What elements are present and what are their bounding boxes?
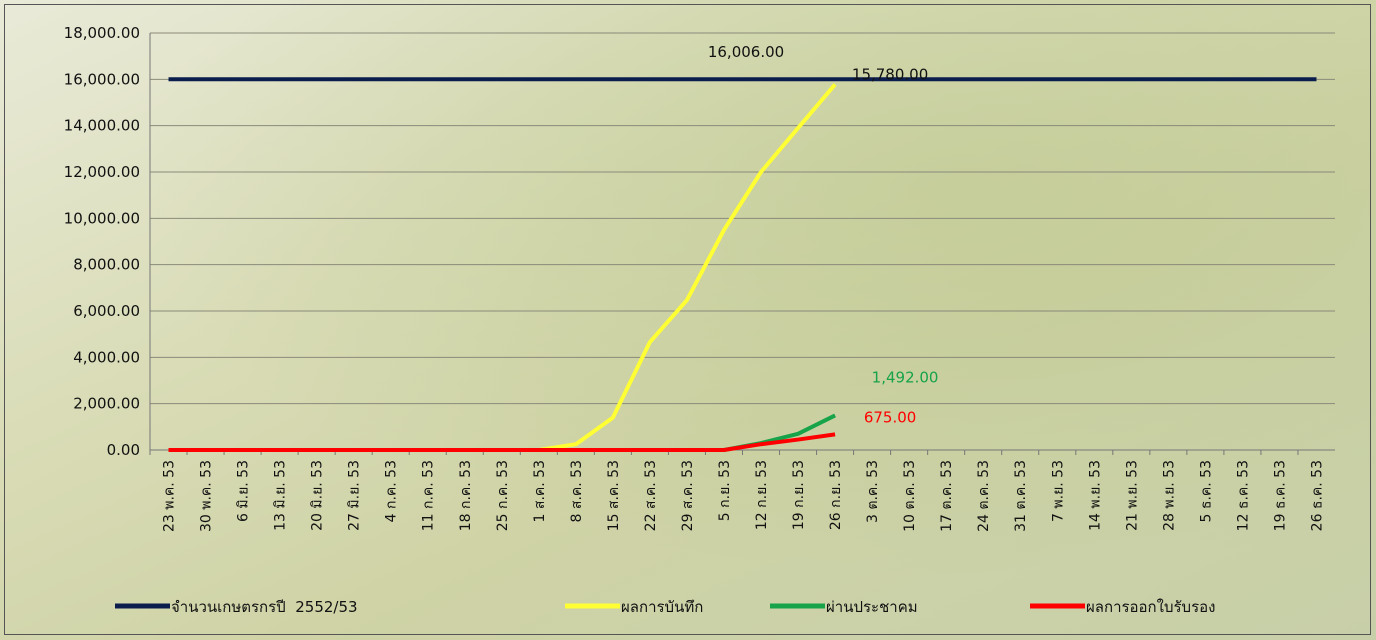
x-tick-label: 18 ก.ค. 53	[458, 460, 474, 531]
x-tick-label: 7 พ.ย. 53	[1050, 460, 1066, 522]
data-label: 15,780.00	[852, 65, 928, 83]
x-tick-label: 10 ต.ค. 53	[902, 460, 918, 532]
x-tick-label: 31 ต.ค. 53	[1013, 460, 1029, 532]
data-label: 16,006.00	[708, 43, 784, 61]
x-tick-label: 12 ก.ย. 53	[754, 460, 770, 530]
x-tick-label: 25 ก.ค. 53	[495, 460, 511, 531]
legend-label: ผ่านประชาคม	[826, 598, 918, 616]
data-label: 1,492.00	[872, 368, 939, 386]
y-tick-label: 18,000.00	[64, 24, 140, 42]
x-tick-label: 23 พ.ค. 53	[162, 460, 178, 532]
data-label: 675.00	[864, 408, 917, 426]
x-tick-label: 30 พ.ค. 53	[199, 460, 215, 532]
x-tick-label: 8 ส.ค. 53	[569, 460, 585, 522]
y-tick-label: 14,000.00	[64, 117, 140, 135]
x-tick-label: 11 ก.ค. 53	[421, 460, 437, 531]
series-line	[168, 432, 836, 452]
x-tick-label: 14 พ.ย. 53	[1087, 460, 1103, 531]
x-tick-label: 5 ก.ย. 53	[717, 460, 733, 521]
x-tick-label: 26 ธ.ค. 53	[1309, 460, 1325, 531]
y-tick-label: 12,000.00	[64, 163, 140, 181]
x-tick-label: 3 ต.ค. 53	[865, 460, 881, 523]
x-tick-label: 15 ส.ค. 53	[606, 460, 622, 531]
x-tick-label: 12 ธ.ค. 53	[1235, 460, 1251, 531]
x-tick-label: 29 ส.ค. 53	[680, 460, 696, 531]
y-tick-label: 16,000.00	[64, 70, 140, 88]
y-tick-label: 8,000.00	[73, 256, 140, 274]
chart-border	[4, 4, 1371, 635]
x-tick-label: 1 ส.ค. 53	[532, 460, 548, 522]
x-tick-label: 5 ธ.ค. 53	[1198, 460, 1214, 522]
x-tick-label: 22 ส.ค. 53	[643, 460, 659, 531]
y-tick-label: 10,000.00	[64, 209, 140, 227]
x-tick-label: 20 มิ.ย. 53	[310, 460, 326, 531]
legend-label: ผลการบันทึก	[621, 598, 703, 616]
x-tick-label: 6 มิ.ย. 53	[236, 460, 252, 522]
legend-label: จำนวนเกษตรกรปี 2552/53	[171, 598, 358, 616]
x-tick-label: 4 ก.ค. 53	[384, 460, 400, 522]
x-tick-label: 28 พ.ย. 53	[1161, 460, 1177, 531]
x-tick-label: 19 ธ.ค. 53	[1272, 460, 1288, 531]
y-tick-label: 2,000.00	[73, 395, 140, 413]
x-tick-label: 27 มิ.ย. 53	[347, 460, 363, 531]
y-tick-label: 0.00	[107, 441, 140, 459]
y-tick-label: 4,000.00	[73, 348, 140, 366]
x-tick-label: 17 ต.ค. 53	[939, 460, 955, 532]
y-tick-label: 6,000.00	[73, 302, 140, 320]
x-tick-label: 21 พ.ย. 53	[1124, 460, 1140, 531]
legend-label: ผลการออกใบรับรอง	[1086, 598, 1215, 616]
x-tick-label: 24 ต.ค. 53	[976, 460, 992, 532]
x-tick-label: 13 มิ.ย. 53	[273, 460, 289, 531]
x-tick-label: 19 ก.ย. 53	[791, 460, 807, 530]
x-tick-label: 26 ก.ย. 53	[828, 460, 844, 530]
